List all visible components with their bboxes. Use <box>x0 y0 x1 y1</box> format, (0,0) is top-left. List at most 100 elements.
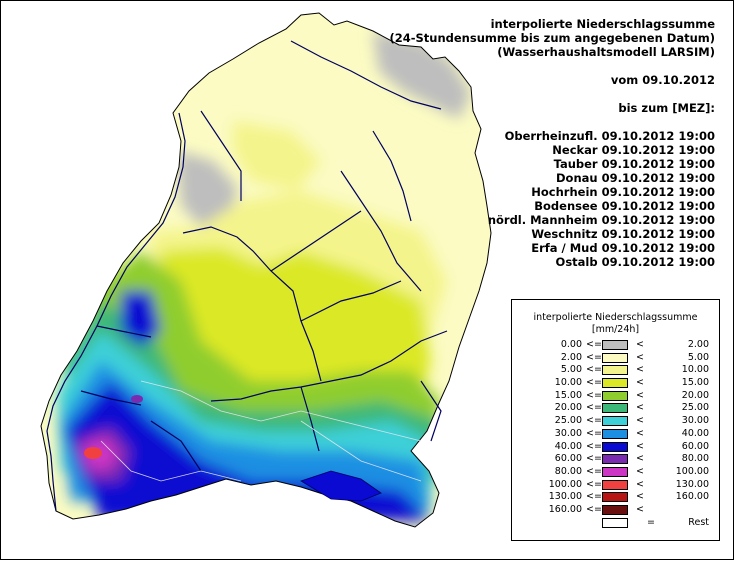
legend-row: 30.00 <= <40.00 <box>512 428 719 441</box>
legend-le-symbol: <= <box>586 440 602 452</box>
legend-le-symbol: <= <box>586 465 602 477</box>
legend-le-symbol: <= <box>586 491 602 503</box>
legend-title: interpolierte Niederschlagssumme <box>533 312 698 323</box>
legend-le-symbol: <= <box>586 402 602 414</box>
region-name: Weschnitz <box>531 227 598 241</box>
title-line-2: (24-Stundensumme bis zum angegebenen Dat… <box>389 31 715 45</box>
zone-60-80-spot <box>131 395 143 403</box>
legend-le-symbol: <= <box>586 427 602 439</box>
legend-swatch <box>602 428 628 439</box>
river-neckar-trib-2 <box>270 210 362 272</box>
legend-lt-symbol: < <box>636 478 644 490</box>
legend-row: 15.00 <= <20.00 <box>512 390 719 403</box>
river-north-east <box>200 110 242 201</box>
region-time: 09.10.2012 19:00 <box>601 185 715 199</box>
legend-swatch <box>602 390 628 401</box>
region-row: nördl. Mannheim 09.10.2012 19:00 <box>389 213 715 227</box>
legend-lt-symbol: < <box>636 351 644 363</box>
legend-to-value: 100.00 <box>675 465 709 477</box>
legend-row: 25.00 <= <30.00 <box>512 415 719 428</box>
legend-swatch <box>602 454 628 465</box>
legend-to-value: 30.00 <box>681 415 709 427</box>
legend-from-value: 130.00 <box>548 491 582 503</box>
legend-row: 100.00 <= <130.00 <box>512 479 719 492</box>
map-info-panel: interpolierte Niederschlagssumme (24-Stu… <box>389 17 715 269</box>
legend-swatch <box>602 504 628 515</box>
river-black-forest-3 <box>150 420 202 472</box>
legend-from-value: 40.00 <box>554 440 582 452</box>
legend-le-symbol: <= <box>586 478 602 490</box>
region-time: 09.10.2012 19:00 <box>601 255 715 269</box>
region-time: 09.10.2012 19:00 <box>601 171 715 185</box>
legend-to-value: 2.00 <box>687 339 709 350</box>
legend-le-symbol: <= <box>586 453 602 465</box>
region-row: Donau 09.10.2012 19:00 <box>389 171 715 185</box>
legend-from-value: 2.00 <box>560 351 582 363</box>
river-danube <box>210 330 448 402</box>
lake-constance <box>300 470 382 502</box>
legend-from-value: 0.00 <box>560 339 582 350</box>
legend-swatch <box>602 517 628 528</box>
legend-row: 130.00 <= <160.00 <box>512 491 719 504</box>
until-line: bis zum [MEZ]: <box>618 101 715 115</box>
legend-lt-symbol: < <box>636 427 644 439</box>
zone-0-2 <box>373 31 471 119</box>
legend-to-value: 10.00 <box>681 364 709 376</box>
state-border <box>40 12 492 528</box>
region-time: 09.10.2012 19:00 <box>601 143 715 157</box>
legend-rest-label: Rest <box>688 516 709 528</box>
legend-lt-symbol: < <box>636 503 644 515</box>
legend-swatch <box>602 378 628 389</box>
river-black-forest-1 <box>96 325 152 338</box>
region-name: Ostalb <box>555 255 598 269</box>
region-row: Ostalb 09.10.2012 19:00 <box>389 255 715 269</box>
legend-row: 2.00 <= <5.00 <box>512 352 719 365</box>
region-time: 09.10.2012 19:00 <box>601 227 715 241</box>
legend-swatch <box>602 352 628 363</box>
legend-swatch <box>602 492 628 503</box>
river-neckar-trib-1 <box>300 280 402 322</box>
region-name: Donau <box>556 171 598 185</box>
legend-lt-symbol: < <box>636 415 644 427</box>
river-main <box>290 40 442 110</box>
region-time: 09.10.2012 19:00 <box>601 157 715 171</box>
river-danube-trib <box>300 386 320 452</box>
title-line-1: interpolierte Niederschlagssumme <box>490 17 715 31</box>
region-row: Oberrheinzufl. 09.10.2012 19:00 <box>389 129 715 143</box>
legend-to-value: 15.00 <box>681 377 709 389</box>
legend-le-symbol: <= <box>586 389 602 401</box>
legend-row: 10.00 <= <15.00 <box>512 377 719 390</box>
legend-le-symbol: <= <box>586 364 602 376</box>
legend-from-value: 5.00 <box>560 364 582 376</box>
legend-le-symbol: <= <box>586 351 602 363</box>
legend-le-symbol: <= <box>586 339 602 350</box>
legend-to-value: 160.00 <box>675 491 709 503</box>
legend-box: interpolierte Niederschlagssumme [mm/24h… <box>511 299 720 541</box>
region-name: Bodensee <box>534 199 598 213</box>
legend-from-value: 10.00 <box>554 377 582 389</box>
legend-from-value: 25.00 <box>554 415 582 427</box>
region-row: Tauber 09.10.2012 19:00 <box>389 157 715 171</box>
title-line-3: (Wasserhaushaltsmodell LARSIM) <box>497 45 715 59</box>
legend-row: 80.00 <= <100.00 <box>512 466 719 479</box>
legend-to-value: 25.00 <box>681 402 709 414</box>
legend-lt-symbol: < <box>636 364 644 376</box>
legend-lt-symbol: < <box>636 440 644 452</box>
legend-from-value: 30.00 <box>554 427 582 439</box>
region-row: Erfa / Mud 09.10.2012 19:00 <box>389 241 715 255</box>
zone-100-130 <box>84 447 102 459</box>
legend-le-symbol: <= <box>586 415 602 427</box>
region-time: 09.10.2012 19:00 <box>601 241 715 255</box>
legend-swatch <box>602 340 628 350</box>
legend-row: 0.00 <= <2.00 <box>512 339 719 352</box>
region-name: Erfa / Mud <box>531 241 598 255</box>
river-kocher <box>340 170 422 292</box>
legend-rows: 0.00 <= <2.00 2.00 <= <5.00 5.00 <= <10.00 10.00 <… <box>512 339 719 529</box>
legend-lt-symbol: < <box>636 402 644 414</box>
zone-0-2-west <box>177 151 237 227</box>
river-black-forest-2 <box>80 390 142 406</box>
legend-to-value: 40.00 <box>681 427 709 439</box>
zone-5-10-north <box>233 121 321 191</box>
region-name: Tauber <box>553 157 598 171</box>
legend-from-value: 60.00 <box>554 453 582 465</box>
